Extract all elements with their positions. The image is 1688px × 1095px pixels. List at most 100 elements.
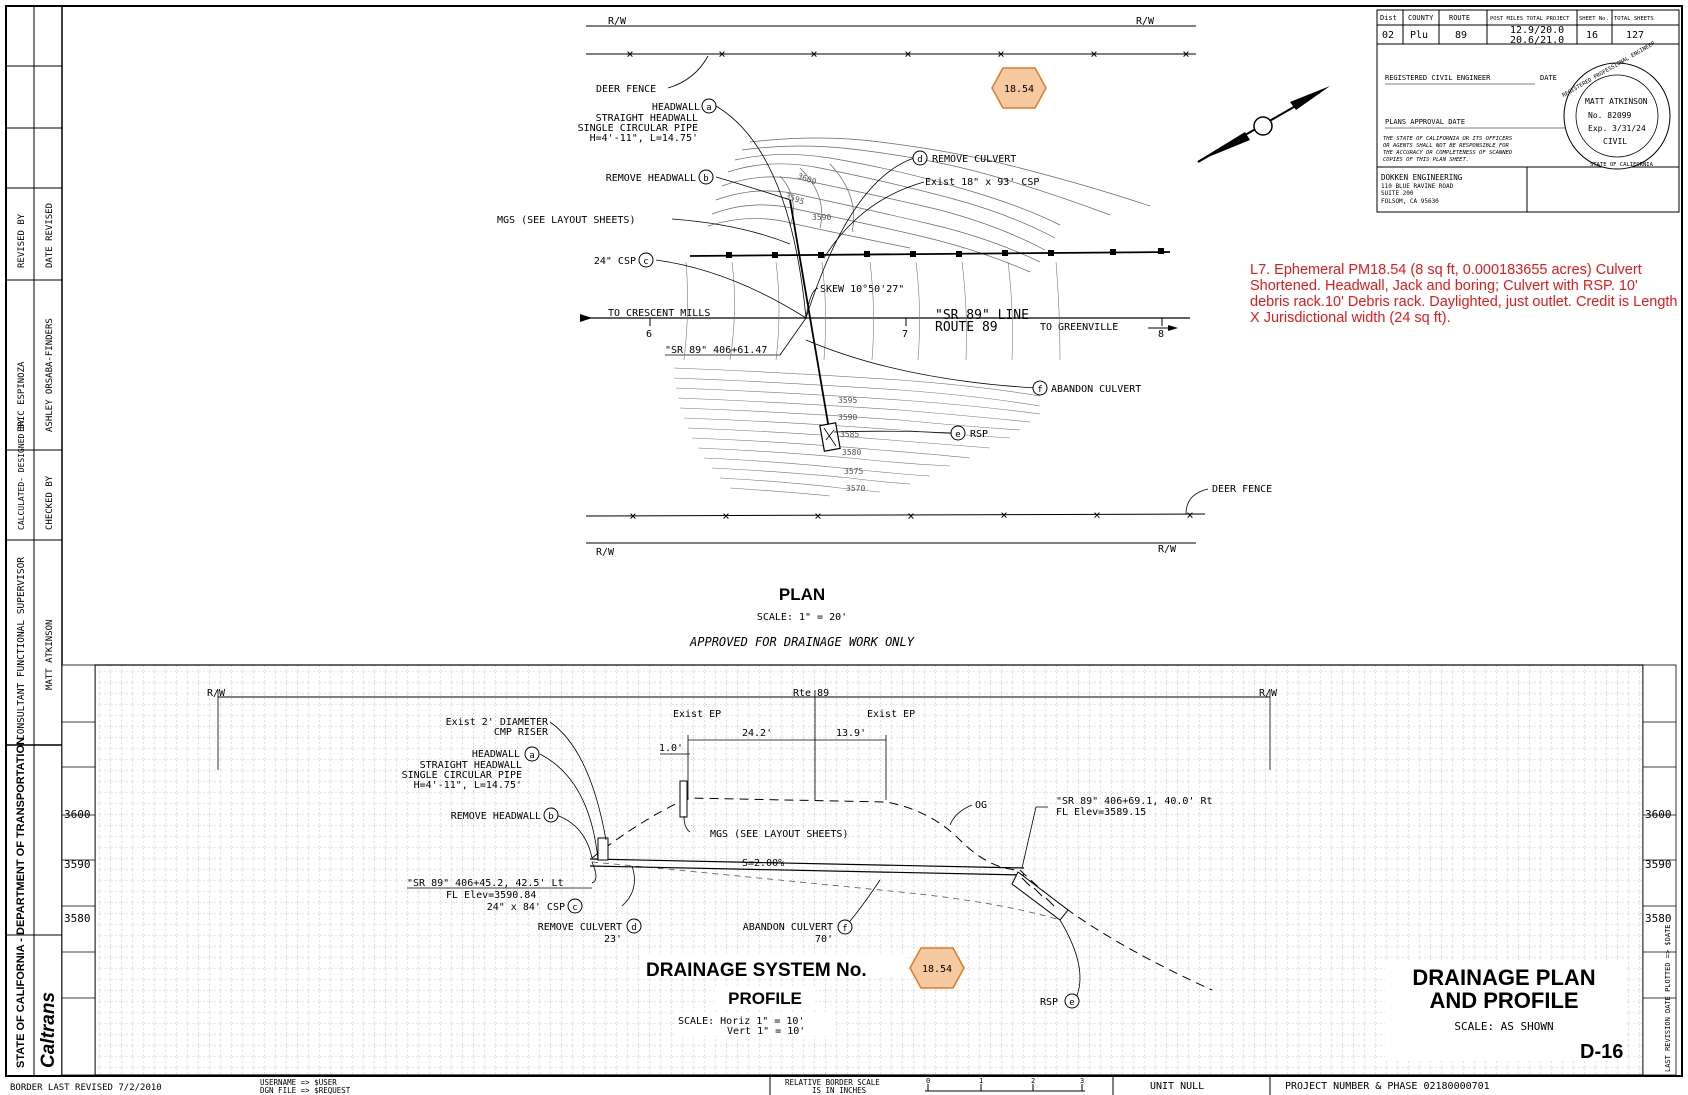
plan-rw-top-left: R/W xyxy=(608,16,627,27)
svg-text:STRAIGHT HEADWALL: STRAIGHT HEADWALL xyxy=(420,760,522,771)
footer-unit: UNIT NULL xyxy=(1150,1081,1204,1092)
elev-3580-left: 3580 xyxy=(64,912,91,925)
right-strip-label: LAST REVISION DATE PLOTTED => $DATE xyxy=(1664,924,1672,1072)
tb-route: 89 xyxy=(1455,30,1467,41)
profile-callout-d: REMOVE CULVERT 23' d xyxy=(538,918,642,945)
plan-view: R/W R/W × × × × × × × DEER FENCE 18.54 xyxy=(497,16,1272,649)
profile-exist-ep-right: Exist EP xyxy=(867,709,915,720)
tb-dist: 02 xyxy=(1382,30,1394,41)
svg-text:RSP: RSP xyxy=(970,429,988,440)
svg-text:0: 0 xyxy=(926,1077,930,1085)
svg-text:×: × xyxy=(1186,508,1193,522)
profile-dim-1-0: 1.0' xyxy=(659,743,683,754)
footer-user: USERNAME => $USER xyxy=(260,1078,337,1087)
tb-disclaimer-1: THE STATE OF CALIFORNIA OR ITS OFFICERS xyxy=(1383,136,1513,142)
profile-riser-2: CMP RISER xyxy=(494,727,549,738)
plan-callout-c: 24" CSP c xyxy=(594,252,654,268)
svg-text:STRAIGHT HEADWALL: STRAIGHT HEADWALL xyxy=(596,113,698,124)
plan-callout-b: REMOVE HEADWALL b xyxy=(606,169,714,185)
profile-slope: S=2.00% xyxy=(742,858,784,869)
svg-text:d: d xyxy=(631,923,636,933)
plan-callout-a: HEADWALL STRAIGHT HEADWALL SINGLE CIRCUL… xyxy=(578,98,717,144)
svg-text:a: a xyxy=(706,103,711,113)
profile-view: 3600 3590 3580 3600 3590 3580 R/W R/W Rt… xyxy=(61,664,1677,1076)
profile-outlet-2: FL Elev=3589.15 xyxy=(1056,807,1146,818)
svg-text:REMOVE HEADWALL: REMOVE HEADWALL xyxy=(606,173,696,184)
plan-station-7: 7 xyxy=(902,329,908,340)
plan-leaders xyxy=(655,105,1037,434)
tb-registered: REGISTERED CIVIL ENGINEER xyxy=(1385,74,1491,82)
sheet-title-1: DRAINAGE PLAN xyxy=(1412,965,1595,990)
svg-text:×: × xyxy=(718,47,725,61)
sheet-title-2: AND PROFILE xyxy=(1429,988,1578,1013)
svg-text:×: × xyxy=(814,509,821,523)
tb-postmiles-2: 20.6/21.0 xyxy=(1510,35,1564,46)
svg-text:SINGLE CIRCULAR PIPE: SINGLE CIRCULAR PIPE xyxy=(578,123,698,134)
plan-line-label: "SR 89" LINE xyxy=(935,308,1029,323)
seal-number: No. 82099 xyxy=(1588,111,1632,120)
profile-callout-a: HEADWALL STRAIGHT HEADWALL SINGLE CIRCUL… xyxy=(402,746,540,791)
date-revised-label: DATE REVISED xyxy=(45,203,55,268)
plan-station-tag: 18.54 xyxy=(991,67,1047,109)
svg-text:REMOVE CULVERT: REMOVE CULVERT xyxy=(932,154,1016,165)
plan-deer-fence-top: DEER FENCE xyxy=(596,84,656,95)
svg-text:c: c xyxy=(572,903,577,913)
lower-contours xyxy=(673,367,1041,497)
footer-project: PROJECT NUMBER & PHASE 02180000701 xyxy=(1285,1081,1490,1092)
red-annotation-note: L7. Ephemeral PM18.54 (8 sq ft, 0.000183… xyxy=(1250,262,1678,326)
footer-dgn: DGN FILE => $REQUEST xyxy=(260,1086,351,1095)
profile-scale-v: Vert 1" = 10' xyxy=(727,1026,805,1037)
svg-text:ABANDON CULVERT: ABANDON CULVERT xyxy=(743,922,833,933)
plan-to-crescent-mills: TO CRESCENT MILLS xyxy=(608,308,710,319)
fence-marks-top: × × × × × × × xyxy=(626,47,1189,61)
svg-text:Exist 18" x 93' CSP: Exist 18" x 93' CSP xyxy=(925,177,1039,188)
profile-rw-left: R/W xyxy=(207,688,226,699)
tb-county-header: COUNTY xyxy=(1408,14,1434,22)
profile-exist-ep-left: Exist EP xyxy=(673,709,721,720)
profile-mgs: MGS (SEE LAYOUT SHEETS) xyxy=(710,829,848,840)
department-label: STATE OF CALIFORNIA - DEPARTMENT OF TRAN… xyxy=(15,737,27,1068)
svg-text:×: × xyxy=(904,47,911,61)
svg-text:24" CSP: 24" CSP xyxy=(594,256,636,267)
svg-text:d: d xyxy=(917,155,922,165)
svg-text:18.54: 18.54 xyxy=(922,964,952,975)
svg-text:c: c xyxy=(643,257,648,267)
supervisor-name: MATT ATKINSON xyxy=(45,620,55,690)
svg-text:3600: 3600 xyxy=(796,171,817,186)
plan-mgs: MGS (SEE LAYOUT SHEETS) xyxy=(497,215,635,226)
svg-text:3: 3 xyxy=(1080,1077,1084,1085)
plan-title: PLAN xyxy=(779,585,825,604)
profile-inlet-1: "SR 89" 406+45.2, 42.5' Lt xyxy=(407,878,564,889)
tb-postmiles-1: 12.9/20.0 xyxy=(1510,25,1564,36)
supervisor-label: CONSULTANT FUNCTIONAL SUPERVISOR xyxy=(16,557,27,740)
profile-dim-13-9: 13.9' xyxy=(836,728,866,739)
svg-text:f: f xyxy=(842,924,847,934)
svg-text:18.54: 18.54 xyxy=(1004,84,1034,95)
plan-callout-e: e RSP xyxy=(950,425,988,441)
tb-total-sheets: 127 xyxy=(1626,30,1644,41)
plan-deer-fence-bottom: DEER FENCE xyxy=(1212,484,1272,495)
svg-text:3585: 3585 xyxy=(840,430,859,439)
elev-3590-left: 3590 xyxy=(64,858,91,871)
tb-consultant-4: FOLSOM, CA 95630 xyxy=(1381,198,1439,205)
seal-ring-bottom: STATE OF CALIFORNIA xyxy=(1590,162,1654,168)
profile-riser-1: Exist 2' DIAMETER xyxy=(446,717,549,728)
profile-elev-ticks xyxy=(62,721,1676,999)
svg-text:e: e xyxy=(955,430,960,440)
plan-rw-bottom-left: R/W xyxy=(596,547,615,558)
tb-dist-header: Dist xyxy=(1380,14,1397,22)
svg-text:×: × xyxy=(626,47,633,61)
elev-3600-left: 3600 xyxy=(64,808,91,821)
svg-text:3590: 3590 xyxy=(838,413,857,422)
svg-text:b: b xyxy=(548,812,553,822)
svg-text:24" x 84' CSP: 24" x 84' CSP xyxy=(487,902,565,913)
footer-inches: IS IN INCHES xyxy=(812,1086,867,1095)
tb-postmiles-header: POST MILES TOTAL PROJECT xyxy=(1490,16,1570,22)
calculated-label: CALCULATED- DESIGNED BY xyxy=(17,419,26,530)
plan-station-8: 8 xyxy=(1158,329,1164,340)
plan-callout-d: d REMOVE CULVERT Exist 18" x 93' CSP xyxy=(912,150,1039,188)
seal-exp: Exp. 3/31/24 xyxy=(1588,124,1646,133)
caltrans-logo: Caltrans xyxy=(38,992,59,1068)
plan-to-greenville: TO GREENVILLE xyxy=(1040,322,1118,333)
